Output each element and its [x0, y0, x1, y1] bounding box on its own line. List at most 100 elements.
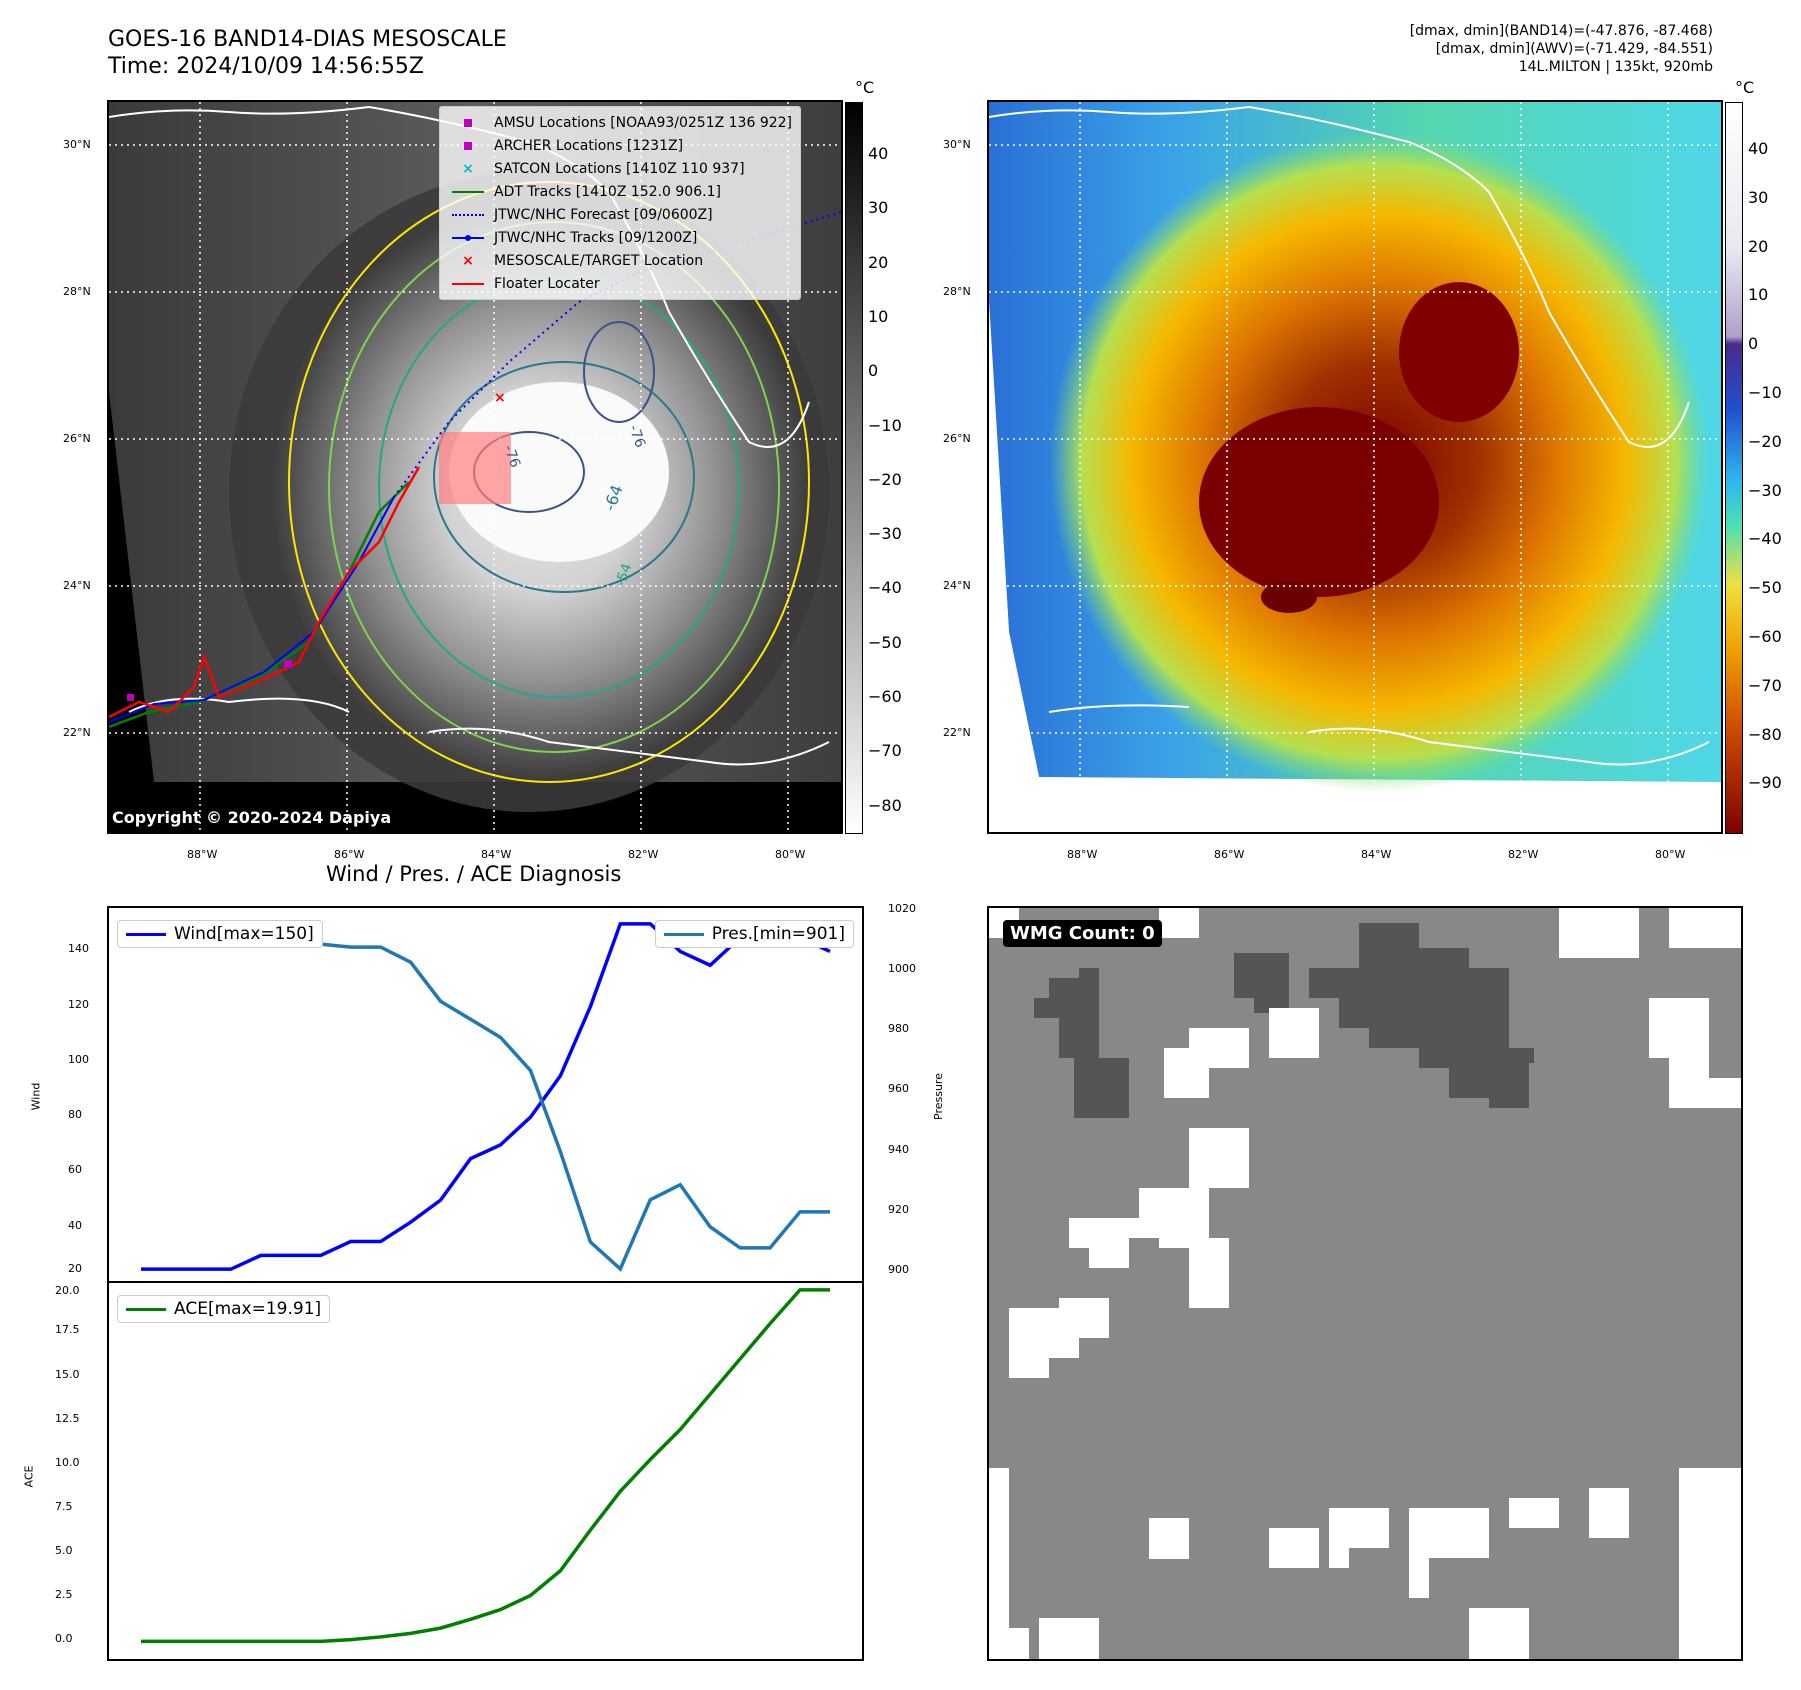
info-band14: [dmax, dmin](BAND14)=(-47.876, -87.468) [1409, 23, 1713, 39]
pressure-legend-line [663, 932, 704, 936]
wind-tick: 60 [68, 1163, 82, 1177]
ace-tick: 2.5 [55, 1588, 73, 1602]
awv-gridlines [989, 102, 1721, 832]
colorbar-tick: 10 [868, 306, 889, 326]
wind-tick: 140 [68, 942, 89, 956]
colorbar-tick: −50 [1748, 578, 1782, 598]
storm-core [449, 382, 669, 562]
ace-tick: 0.0 [55, 1632, 73, 1646]
lat-label: 24°N [63, 579, 91, 592]
colorbar-tick: −40 [1748, 529, 1782, 549]
ace-tick: 17.5 [55, 1323, 80, 1337]
ace-legend: ACE[max=19.91] [117, 1295, 331, 1323]
ace-tick: 20.0 [55, 1284, 80, 1297]
archer-marker [284, 660, 292, 668]
title-line-1: GOES-16 BAND14-DIAS MESOSCALE [108, 27, 507, 52]
legend-item-target: × MESOSCALE/TARGET Location [462, 252, 704, 269]
lon-label: 84°W [481, 848, 512, 861]
copyright-text: Copyright © 2020-2024 Dapiya [112, 808, 392, 827]
legend-item-archer: ARCHER Locations [1231Z] [448, 134, 792, 157]
wind-tick: 40 [68, 1218, 82, 1232]
wind-pressure-chart: Wind[max=150] Pres.[min=901] [107, 906, 864, 1283]
colorbar-tick: −30 [868, 524, 902, 544]
colorbar-tick: −20 [868, 469, 902, 489]
wind-tick: 100 [68, 1052, 89, 1066]
coastline-cuba-mexico [128, 697, 830, 766]
colorbar-tick: −40 [868, 578, 902, 598]
pressure-tick: 900 [888, 1262, 909, 1276]
ace-legend-line [126, 1307, 166, 1311]
wind-legend: Wind[max=150] [117, 920, 323, 948]
wind-axis-label: Wind [29, 1082, 43, 1111]
pressure-tick: 940 [888, 1142, 909, 1156]
legend-item-nhc-tracks: JTWC/NHC Tracks [09/1200Z] [448, 226, 792, 249]
legend-item-floater: Floater Locater [448, 272, 792, 295]
colorbar-tick: −10 [1748, 383, 1782, 402]
colorbar-tick: −20 [1748, 431, 1782, 451]
lat-label: 22°N [63, 726, 91, 739]
info-awv: [dmax, dmin](AWV)=(-71.429, -84.551) [1435, 41, 1713, 57]
awv-no-data [989, 302, 1039, 832]
colorbar-tick: −60 [868, 687, 902, 706]
awv-dry-band [1399, 282, 1519, 422]
wmg-clear-regions [989, 908, 1741, 1659]
colorbar-tick: −30 [1748, 480, 1782, 500]
awv-coastline-cuba [1048, 704, 1710, 766]
awv-map-panel [987, 100, 1723, 834]
no-data-region [109, 392, 154, 782]
colorbar-tick: 0 [868, 361, 879, 381]
colorbar-tick: −60 [1748, 627, 1782, 646]
contour-blue [433, 361, 695, 593]
lon-label: 84°W [1361, 848, 1392, 861]
colorbar-tick: −80 [1748, 724, 1782, 744]
ace-tick: 10.0 [55, 1455, 80, 1469]
wind-tick: 80 [68, 1108, 82, 1122]
lon-label: 82°W [628, 848, 659, 861]
wind-legend-line [126, 932, 166, 936]
legend-item-adt: ADT Tracks [1410Z 152.0 906.1] [448, 180, 792, 203]
lon-label: 86°W [334, 848, 365, 861]
wind-line [141, 922, 831, 1271]
title-line-2: Time: 2024/10/09 14:56:55Z [108, 54, 424, 79]
lat-label: 30°N [943, 138, 971, 151]
lon-label: 86°W [1214, 848, 1245, 861]
lat-label: 26°N [943, 432, 971, 445]
contour-label-1: -76 [500, 443, 523, 470]
info-storm: 14L.MILTON | 135kt, 920mb [1518, 59, 1713, 75]
pressure-axis-label: Pressure [931, 1073, 945, 1120]
lat-label: 28°N [943, 285, 971, 298]
storm-info: [dmax, dmin](BAND14)=(-47.876, -87.468) … [1410, 22, 1713, 76]
colorbar-tick: 30 [868, 198, 889, 218]
contour-label-4: -54 [613, 561, 636, 588]
ace-tick: 12.5 [55, 1411, 80, 1425]
pressure-legend: Pres.[min=901] [654, 920, 854, 948]
ir-map-panel: × -76 -76 -64 -54 AMSU Locations [NOAA93… [107, 100, 843, 834]
pressure-line [141, 924, 830, 1272]
colorbar-tick: −90 [1748, 773, 1782, 793]
colorbar-tick: 0 [1748, 334, 1759, 354]
wind-tick: 120 [68, 997, 89, 1011]
ace-plot [141, 1288, 830, 1644]
contour-label-2: -76 [625, 423, 648, 450]
colorbar-tick: 20 [1748, 236, 1769, 256]
colorbar-tick: −70 [1748, 675, 1782, 695]
pressure-tick: 960 [888, 1082, 909, 1096]
colorbar-tick: −80 [868, 795, 902, 815]
colorbar-tick: −10 [868, 415, 902, 435]
floater-track [109, 466, 421, 719]
lon-label: 88°W [1067, 848, 1098, 861]
pressure-tick: 980 [888, 1022, 909, 1036]
ace-chart: ACE[max=19.91] [107, 1281, 864, 1661]
figure-title: GOES-16 BAND14-DIAS MESOSCALE Time: 2024… [108, 26, 507, 80]
lat-label: 28°N [63, 285, 91, 298]
ace-tick: 7.5 [55, 1499, 73, 1513]
lon-label: 88°W [187, 848, 218, 861]
lat-label: 26°N [63, 432, 91, 445]
colorbar-tick: 40 [1748, 139, 1769, 158]
target-marker: × [494, 390, 506, 406]
lon-label: 80°W [1655, 848, 1686, 861]
legend-item-satcon: × SATCON Locations [1410Z 110 937] [462, 160, 745, 177]
awv-coastline-florida [989, 105, 1690, 448]
adt-track [109, 481, 410, 729]
lon-label: 82°W [1508, 848, 1539, 861]
